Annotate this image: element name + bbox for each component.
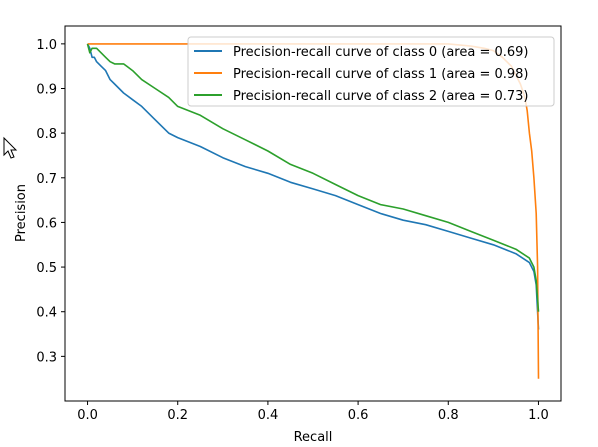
x-tick-label: 0.6: [348, 408, 369, 423]
x-tick-label: 0.8: [438, 408, 459, 423]
series-line-class-0: [86, 43, 540, 330]
y-tick-label: 1.0: [36, 38, 57, 53]
y-tick-label: 0.5: [36, 261, 57, 276]
mouse-pointer-icon: [3, 136, 18, 159]
y-tick-label: 0.8: [36, 127, 57, 142]
y-tick-label: 0.6: [36, 216, 57, 231]
x-tick-label: 0.2: [167, 408, 188, 423]
legend-label-class-0: Precision-recall curve of class 0 (area …: [233, 45, 528, 60]
x-tick-label: 1.0: [528, 408, 549, 423]
legend: Precision-recall curve of class 0 (area …: [187, 36, 555, 107]
y-ticks: 0.3 0.4 0.5 0.6 0.7 0.8 0.9 1.0: [36, 38, 65, 365]
x-axis-label: Recall: [294, 430, 333, 445]
legend-label-class-2: Precision-recall curve of class 2 (area …: [233, 89, 528, 104]
y-tick-label: 0.3: [36, 350, 57, 365]
y-tick-label: 0.4: [36, 306, 57, 321]
legend-box: [187, 36, 555, 107]
series-line-class-2: [86, 43, 540, 312]
x-ticks: 0.0 0.2 0.4 0.6 0.8 1.0: [77, 401, 549, 423]
y-axis-label: Precision: [14, 184, 29, 242]
y-tick-label: 0.7: [36, 172, 57, 187]
x-tick-label: 0.0: [77, 408, 98, 423]
legend-label-class-1: Precision-recall curve of class 1 (area …: [233, 67, 528, 82]
plot-frame: [64, 25, 562, 402]
y-tick-label: 0.9: [36, 83, 57, 98]
x-tick-label: 0.4: [258, 408, 279, 423]
